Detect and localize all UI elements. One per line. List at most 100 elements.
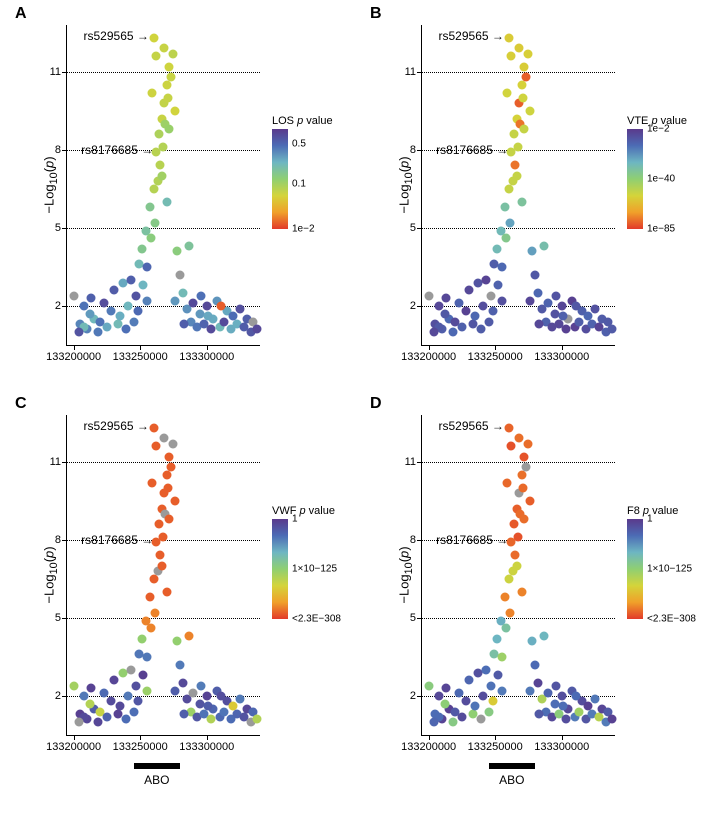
scatter-point xyxy=(440,699,449,708)
colorbar-C: VWF p value11×10−125<2.3E−308 xyxy=(272,505,335,619)
scatter-point xyxy=(493,281,502,290)
y-tick-label: 11 xyxy=(37,66,61,78)
scatter-point xyxy=(528,637,537,646)
scatter-point xyxy=(74,717,83,726)
x-axis xyxy=(421,735,615,736)
colorbar-gradient: 1e−21e−401e−85 xyxy=(627,129,643,229)
y-tick-label: 5 xyxy=(392,222,416,234)
colorbar-tick: 1 xyxy=(292,513,298,524)
y-axis xyxy=(66,415,67,736)
scatter-point xyxy=(561,325,570,334)
scatter-point xyxy=(521,73,530,82)
scatter-point xyxy=(479,301,488,310)
scatter-point xyxy=(524,439,533,448)
scatter-point xyxy=(189,299,198,308)
scatter-point xyxy=(217,691,226,700)
x-tick-mark xyxy=(562,735,563,740)
y-axis xyxy=(421,25,422,346)
scatter-point xyxy=(608,325,617,334)
scatter-point xyxy=(166,73,175,82)
colorbar-tick: <2.3E−308 xyxy=(292,613,341,624)
scatter-point xyxy=(126,665,135,674)
scatter-point xyxy=(150,218,159,227)
gridline xyxy=(422,696,615,697)
scatter-point xyxy=(176,270,185,279)
y-axis-label: −Log10(p) xyxy=(41,156,60,213)
scatter-point xyxy=(149,424,158,433)
scatter-point xyxy=(557,691,566,700)
plot-area-C: 25811133200000133250000133300000−Log10(p… xyxy=(67,415,260,735)
panel-C: C25811133200000133250000133300000−Log10(… xyxy=(15,395,360,775)
scatter-point xyxy=(457,322,466,331)
arrow-icon: → xyxy=(496,533,508,547)
panel-D: D25811133200000133250000133300000−Log10(… xyxy=(370,395,715,775)
scatter-point xyxy=(85,699,94,708)
gridline xyxy=(422,462,615,463)
y-tick-label: 2 xyxy=(37,300,61,312)
scatter-point xyxy=(116,702,125,711)
arrow-icon: → xyxy=(137,29,149,43)
scatter-point xyxy=(173,637,182,646)
scatter-point xyxy=(169,49,178,58)
y-tick-mark xyxy=(417,306,422,307)
colorbar-A: LOS p value0.50.11e−2 xyxy=(272,115,333,229)
scatter-point xyxy=(535,710,544,719)
scatter-point xyxy=(206,715,215,724)
scatter-point xyxy=(559,312,568,321)
scatter-point xyxy=(126,275,135,284)
scatter-point xyxy=(170,686,179,695)
scatter-point xyxy=(492,634,501,643)
scatter-point xyxy=(162,587,171,596)
scatter-point xyxy=(178,678,187,687)
scatter-point xyxy=(164,483,173,492)
y-tick-mark xyxy=(62,462,67,463)
scatter-point xyxy=(476,715,485,724)
panel-label-A: A xyxy=(15,5,27,23)
scatter-point xyxy=(507,442,516,451)
scatter-point xyxy=(525,496,534,505)
scatter-point xyxy=(197,681,206,690)
scatter-point xyxy=(165,125,174,134)
scatter-point xyxy=(484,707,493,716)
scatter-point xyxy=(481,275,490,284)
scatter-point xyxy=(176,660,185,669)
scatter-point xyxy=(552,291,561,300)
scatter-point xyxy=(520,515,529,524)
colorbar-tick: 0.5 xyxy=(292,138,306,149)
scatter-point xyxy=(180,710,189,719)
y-tick-mark xyxy=(62,228,67,229)
scatter-point xyxy=(132,681,141,690)
scatter-point xyxy=(540,242,549,251)
scatter-point xyxy=(124,301,133,310)
scatter-point xyxy=(484,317,493,326)
colorbar-title: LOS p value xyxy=(272,115,333,127)
y-axis xyxy=(421,415,422,736)
abo-gene-label: ABO xyxy=(144,773,169,787)
scatter-point xyxy=(185,242,194,251)
y-tick-label: 5 xyxy=(392,612,416,624)
scatter-point xyxy=(511,551,520,560)
scatter-point xyxy=(148,88,157,97)
scatter-point xyxy=(425,681,434,690)
scatter-point xyxy=(148,478,157,487)
x-tick-mark xyxy=(562,345,563,350)
scatter-point xyxy=(133,697,142,706)
gridline xyxy=(67,696,260,697)
scatter-point xyxy=(440,309,449,318)
plot-area-A: 25811133200000133250000133300000−Log10(p… xyxy=(67,25,260,345)
scatter-point xyxy=(162,197,171,206)
scatter-point xyxy=(109,286,118,295)
scatter-point xyxy=(504,424,513,433)
scatter-point xyxy=(476,325,485,334)
scatter-point xyxy=(533,288,542,297)
scatter-point xyxy=(441,684,450,693)
x-tick-label: 133250000 xyxy=(468,351,523,363)
x-tick-mark xyxy=(207,345,208,350)
scatter-point xyxy=(189,689,198,698)
scatter-point xyxy=(525,686,534,695)
scatter-point xyxy=(505,218,514,227)
gridline xyxy=(422,618,615,619)
scatter-point xyxy=(528,247,537,256)
scatter-point xyxy=(93,717,102,726)
x-tick-mark xyxy=(140,735,141,740)
